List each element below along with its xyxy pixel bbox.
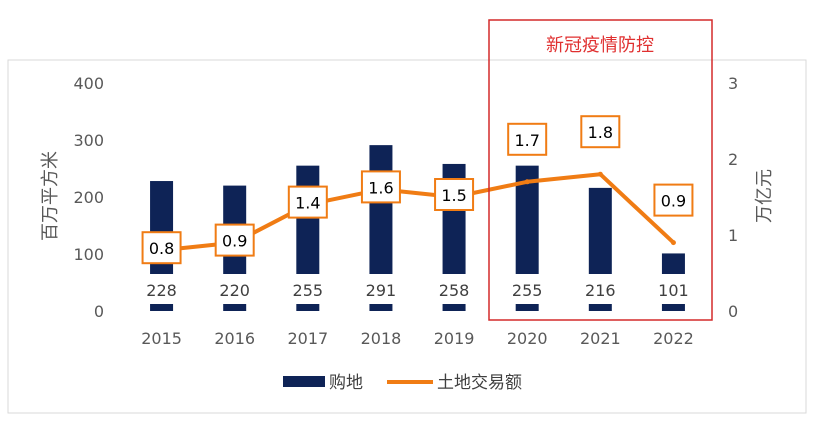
x-axis-ticks: 2015 2016 2017 2018 2019 2020 2021 2022 [141,329,694,348]
line-value-label: 1.8 [588,123,613,142]
left-tick-label: 0 [94,302,104,321]
line-label-box [653,183,694,217]
line-value-label: 1.6 [368,178,393,197]
x-tick-label: 2022 [653,329,694,348]
line-value-label: 1.7 [514,131,539,150]
line-point [524,179,530,185]
line-value-label: 0.9 [661,192,686,211]
line-label-box [434,178,475,211]
x-tick-label: 2021 [580,329,621,348]
left-tick-label: 100 [73,245,104,264]
left-tick-label: 300 [73,131,104,150]
bar-value-label: 216 [585,281,616,300]
bar-label-bg [351,274,410,304]
legend-bar-swatch [283,376,325,387]
legend-line-label: 土地交易额 [437,373,522,393]
line-label-box [214,223,255,257]
plot-frame [7,59,807,414]
bar-label-bg [205,274,264,304]
line-point [597,171,603,177]
line-value-labels: 0.8 0.9 1.4 1.6 1.5 1.7 1.8 0.9 [141,115,694,265]
bar-value-label: 220 [219,281,250,300]
bar-label-bg [278,274,337,304]
right-tick-label: 3 [728,74,738,93]
left-tick-label: 400 [73,74,104,93]
bar-label-bg [132,274,191,304]
x-tick-label: 2017 [287,329,328,348]
bar-value-label: 255 [293,281,324,300]
bar-value-label: 291 [366,281,397,300]
right-tick-label: 2 [728,150,738,169]
line-value-label: 1.4 [295,194,320,213]
legend-bar-label: 购地 [329,373,363,393]
bar-value-labels: 228 220 255 291 258 255 216 101 [132,274,703,304]
line-value-label: 1.5 [441,186,466,205]
line-point [670,240,676,246]
line-label-box [287,185,328,219]
bar-value-label: 101 [658,281,689,300]
right-axis-ticks: 0 1 2 3 [728,74,738,321]
legend: 购地 土地交易额 [283,373,522,393]
right-tick-label: 1 [728,226,738,245]
x-tick-label: 2015 [141,329,182,348]
bar-value-label: 228 [146,281,177,300]
left-axis-ticks: 0 100 200 300 400 [73,74,104,321]
bar-label-bg [498,274,557,304]
x-tick-label: 2019 [434,329,475,348]
line-value-label: 0.9 [222,232,247,251]
line-label-box [360,170,401,204]
right-tick-label: 0 [728,302,738,321]
line-value-label: 0.8 [149,239,174,258]
line-label-box [580,115,621,149]
right-axis-title: 万亿元 [754,169,775,223]
bar-label-bg [425,274,484,304]
x-tick-label: 2018 [361,329,402,348]
x-tick-label: 2016 [214,329,255,348]
line-label-box [141,231,182,265]
x-tick-label: 2020 [507,329,548,348]
bar-label-bg [571,274,630,304]
left-axis-title: 百万平方米 [40,151,61,241]
bar-value-label: 255 [512,281,543,300]
bar-value-label: 258 [439,281,470,300]
annotation-box [488,19,713,321]
left-tick-label: 200 [73,188,104,207]
annotation-label: 新冠疫情防控 [546,35,654,56]
line-label-box [507,122,548,156]
bar-label-bg [644,274,703,304]
